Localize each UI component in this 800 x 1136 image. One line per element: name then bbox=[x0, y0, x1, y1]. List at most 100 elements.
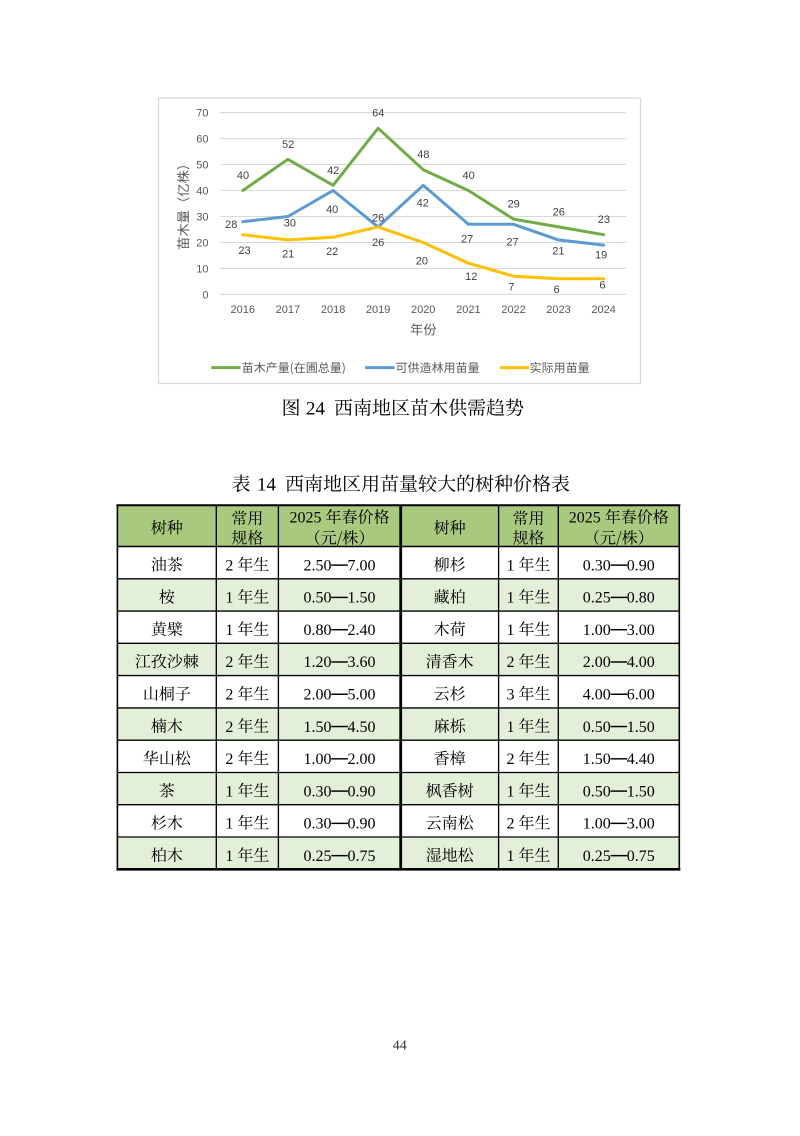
svg-text:0.30: 0.30 bbox=[304, 816, 332, 833]
svg-text:1.50: 1.50 bbox=[304, 719, 332, 736]
svg-text:64: 64 bbox=[372, 108, 384, 120]
svg-text:2: 2 bbox=[225, 719, 233, 736]
svg-text:6: 6 bbox=[553, 284, 559, 296]
svg-text:0: 0 bbox=[202, 289, 208, 301]
svg-text:21: 21 bbox=[552, 246, 564, 258]
svg-text:1: 1 bbox=[506, 719, 514, 736]
svg-text:0.50: 0.50 bbox=[304, 590, 332, 607]
svg-text:0.25: 0.25 bbox=[304, 848, 332, 865]
svg-text:26: 26 bbox=[553, 206, 565, 218]
svg-text:26: 26 bbox=[372, 237, 384, 249]
svg-text:1.50: 1.50 bbox=[348, 590, 376, 607]
svg-text:50: 50 bbox=[196, 159, 208, 171]
svg-text:2: 2 bbox=[225, 557, 233, 574]
svg-text:4.40: 4.40 bbox=[627, 751, 655, 768]
svg-text:29: 29 bbox=[508, 199, 520, 211]
svg-text:0.90: 0.90 bbox=[348, 783, 376, 800]
svg-text:24: 24 bbox=[306, 399, 326, 420]
svg-text:2025: 2025 bbox=[569, 510, 601, 527]
svg-text:4.00: 4.00 bbox=[627, 654, 655, 671]
svg-text:2.00: 2.00 bbox=[348, 751, 376, 768]
svg-text:1: 1 bbox=[225, 848, 233, 865]
svg-text:40: 40 bbox=[196, 185, 208, 197]
svg-text:42: 42 bbox=[417, 198, 429, 210]
svg-text:20: 20 bbox=[416, 255, 428, 267]
svg-text:23: 23 bbox=[238, 245, 250, 257]
svg-text:27: 27 bbox=[506, 237, 518, 249]
svg-text:2021: 2021 bbox=[456, 304, 480, 316]
svg-text:0.30: 0.30 bbox=[304, 783, 332, 800]
svg-text:28: 28 bbox=[225, 219, 237, 231]
svg-text:44: 44 bbox=[393, 1039, 407, 1054]
svg-text:1.00: 1.00 bbox=[583, 816, 611, 833]
svg-text:4.50: 4.50 bbox=[348, 719, 376, 736]
svg-text:1: 1 bbox=[506, 848, 514, 865]
svg-text:2: 2 bbox=[225, 686, 233, 703]
svg-text:10: 10 bbox=[196, 263, 208, 275]
svg-text:3.00: 3.00 bbox=[627, 816, 655, 833]
svg-text:2: 2 bbox=[506, 654, 514, 671]
svg-text:1: 1 bbox=[506, 783, 514, 800]
svg-text:0.50: 0.50 bbox=[583, 783, 611, 800]
svg-text:0.25: 0.25 bbox=[583, 848, 611, 865]
svg-text:0.80: 0.80 bbox=[627, 590, 655, 607]
svg-text:1.00: 1.00 bbox=[304, 751, 332, 768]
svg-text:40: 40 bbox=[462, 170, 474, 182]
svg-text:1: 1 bbox=[225, 783, 233, 800]
svg-text:1: 1 bbox=[506, 590, 514, 607]
svg-text:0.75: 0.75 bbox=[627, 848, 655, 865]
svg-text:30: 30 bbox=[284, 217, 296, 229]
svg-text:0.30: 0.30 bbox=[583, 557, 611, 574]
svg-text:52: 52 bbox=[282, 139, 294, 151]
svg-text:5.00: 5.00 bbox=[348, 686, 376, 703]
svg-text:2019: 2019 bbox=[366, 304, 390, 316]
svg-text:2018: 2018 bbox=[321, 304, 345, 316]
svg-text:2025: 2025 bbox=[290, 510, 322, 527]
svg-text:19: 19 bbox=[595, 249, 607, 261]
svg-text:0.25: 0.25 bbox=[583, 590, 611, 607]
svg-text:20: 20 bbox=[196, 237, 208, 249]
svg-text:2: 2 bbox=[506, 816, 514, 833]
svg-text:30: 30 bbox=[196, 211, 208, 223]
svg-text:2016: 2016 bbox=[231, 304, 255, 316]
svg-text:60: 60 bbox=[196, 134, 208, 146]
svg-text:6: 6 bbox=[599, 280, 605, 292]
svg-text:2020: 2020 bbox=[411, 304, 435, 316]
svg-text:1: 1 bbox=[225, 590, 233, 607]
svg-text:48: 48 bbox=[417, 149, 429, 161]
svg-text:26: 26 bbox=[372, 213, 384, 225]
svg-text:0.80: 0.80 bbox=[304, 622, 332, 639]
svg-text:2.50: 2.50 bbox=[304, 557, 332, 574]
svg-text:2022: 2022 bbox=[501, 304, 525, 316]
svg-text:2.00: 2.00 bbox=[304, 686, 332, 703]
svg-text:2.40: 2.40 bbox=[348, 622, 376, 639]
svg-text:23: 23 bbox=[598, 214, 610, 226]
svg-text:1: 1 bbox=[225, 816, 233, 833]
svg-text:1: 1 bbox=[225, 622, 233, 639]
svg-text:0.50: 0.50 bbox=[583, 719, 611, 736]
svg-text:3.00: 3.00 bbox=[627, 622, 655, 639]
svg-text:2024: 2024 bbox=[591, 304, 615, 316]
svg-text:1.50: 1.50 bbox=[583, 751, 611, 768]
svg-text:1.50: 1.50 bbox=[627, 783, 655, 800]
svg-text:40: 40 bbox=[326, 204, 338, 216]
svg-text:12: 12 bbox=[465, 271, 477, 283]
svg-text:22: 22 bbox=[326, 246, 338, 258]
svg-text:1.00: 1.00 bbox=[583, 622, 611, 639]
svg-text:0.90: 0.90 bbox=[348, 816, 376, 833]
svg-text:1: 1 bbox=[506, 622, 514, 639]
svg-text:6.00: 6.00 bbox=[627, 686, 655, 703]
svg-text:2: 2 bbox=[506, 751, 514, 768]
svg-text:1.50: 1.50 bbox=[627, 719, 655, 736]
svg-text:3.60: 3.60 bbox=[348, 654, 376, 671]
svg-text:14: 14 bbox=[257, 475, 277, 496]
svg-text:2: 2 bbox=[225, 751, 233, 768]
svg-text:21: 21 bbox=[282, 248, 294, 260]
svg-text:0.75: 0.75 bbox=[348, 848, 376, 865]
svg-text:70: 70 bbox=[196, 108, 208, 120]
svg-text:3: 3 bbox=[506, 686, 514, 703]
svg-text:2: 2 bbox=[225, 654, 233, 671]
svg-text:7: 7 bbox=[508, 282, 514, 294]
svg-text:2017: 2017 bbox=[276, 304, 300, 316]
svg-text:1.20: 1.20 bbox=[304, 654, 332, 671]
